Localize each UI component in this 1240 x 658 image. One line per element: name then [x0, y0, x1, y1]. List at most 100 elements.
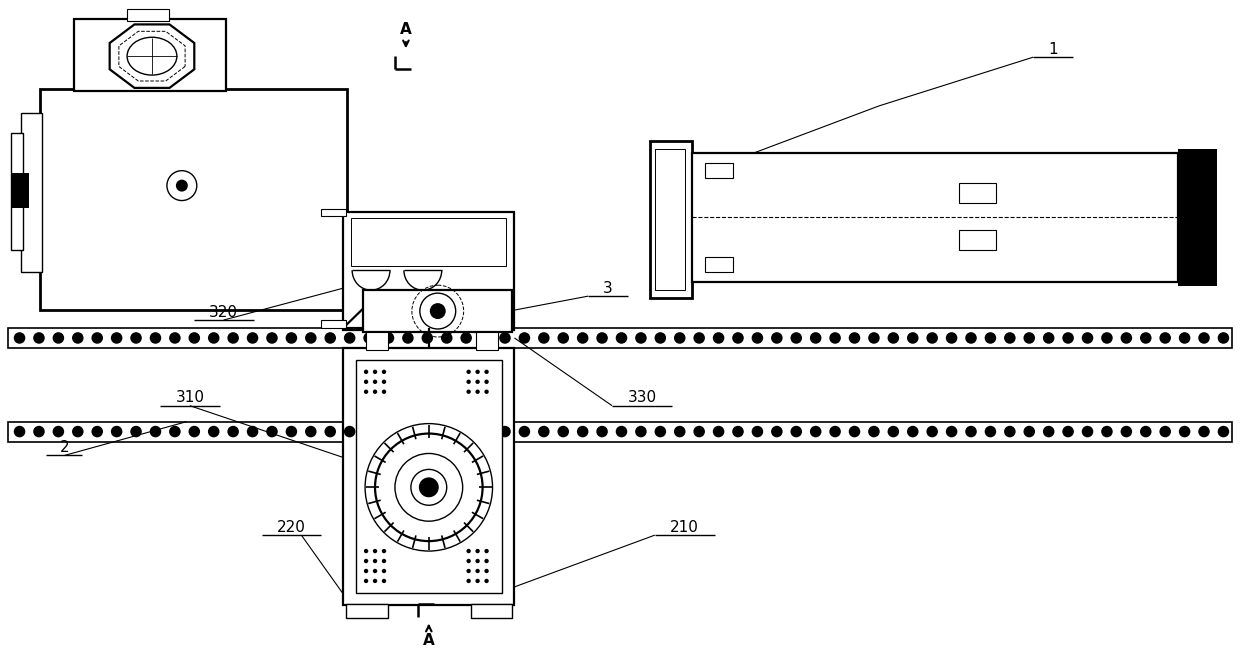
Circle shape [906, 426, 919, 438]
Circle shape [771, 332, 782, 343]
Text: 2: 2 [60, 440, 69, 455]
Ellipse shape [126, 38, 177, 75]
Circle shape [1081, 332, 1094, 343]
Circle shape [475, 380, 480, 384]
Circle shape [247, 332, 258, 343]
Circle shape [363, 426, 374, 438]
Circle shape [72, 332, 83, 343]
Circle shape [52, 332, 64, 343]
Circle shape [176, 180, 187, 191]
Circle shape [52, 426, 64, 438]
Text: 3: 3 [603, 281, 613, 295]
Circle shape [1159, 426, 1171, 438]
Circle shape [363, 579, 368, 583]
Circle shape [848, 426, 861, 438]
Circle shape [33, 426, 45, 438]
Circle shape [558, 332, 569, 343]
Circle shape [1101, 332, 1112, 343]
Circle shape [751, 332, 763, 343]
Circle shape [410, 469, 446, 505]
Circle shape [616, 426, 627, 438]
Circle shape [92, 426, 103, 438]
Circle shape [538, 426, 549, 438]
Circle shape [420, 293, 455, 329]
Bar [7, 328, 1233, 348]
Circle shape [485, 380, 489, 384]
Circle shape [110, 332, 123, 343]
Circle shape [382, 549, 386, 553]
Circle shape [374, 434, 482, 541]
Circle shape [1140, 426, 1152, 438]
Circle shape [1121, 332, 1132, 343]
Bar [7, 422, 1233, 442]
Circle shape [485, 569, 489, 573]
Circle shape [475, 579, 480, 583]
Circle shape [466, 569, 471, 573]
Circle shape [441, 426, 453, 438]
Circle shape [475, 559, 480, 563]
Bar [74, 19, 226, 91]
Circle shape [475, 549, 480, 553]
Circle shape [383, 426, 394, 438]
Circle shape [422, 426, 433, 438]
Circle shape [733, 332, 744, 343]
Circle shape [1023, 426, 1035, 438]
Polygon shape [109, 24, 195, 88]
Circle shape [485, 559, 489, 563]
Circle shape [475, 390, 480, 394]
Circle shape [790, 332, 802, 343]
Circle shape [363, 559, 368, 563]
Circle shape [305, 426, 316, 438]
Circle shape [365, 424, 492, 551]
Circle shape [466, 549, 471, 553]
Circle shape [596, 426, 608, 438]
Circle shape [1121, 426, 1132, 438]
Circle shape [167, 170, 197, 201]
Bar [351, 218, 506, 266]
Circle shape [830, 332, 841, 343]
Bar [356, 360, 501, 593]
Text: 330: 330 [627, 390, 656, 405]
Circle shape [500, 426, 511, 438]
Text: A: A [401, 22, 412, 37]
Circle shape [441, 332, 453, 343]
Circle shape [635, 332, 647, 343]
Circle shape [1218, 332, 1229, 343]
Circle shape [868, 426, 879, 438]
Circle shape [363, 380, 368, 384]
Bar [11, 172, 29, 207]
Circle shape [485, 390, 489, 394]
Circle shape [1081, 426, 1094, 438]
Circle shape [1023, 332, 1035, 343]
Circle shape [1004, 426, 1016, 438]
Circle shape [150, 426, 161, 438]
Circle shape [373, 370, 377, 374]
Circle shape [382, 559, 386, 563]
Circle shape [382, 569, 386, 573]
Circle shape [373, 579, 377, 583]
Circle shape [965, 332, 977, 343]
Circle shape [480, 426, 491, 438]
Circle shape [475, 569, 480, 573]
Bar [692, 153, 1178, 282]
Circle shape [868, 332, 879, 343]
Circle shape [1063, 332, 1074, 343]
Circle shape [1179, 426, 1190, 438]
Circle shape [373, 390, 377, 394]
Circle shape [1004, 332, 1016, 343]
Circle shape [373, 549, 377, 553]
Circle shape [965, 426, 977, 438]
Circle shape [655, 426, 666, 438]
Circle shape [466, 579, 471, 583]
Bar [650, 141, 692, 298]
Circle shape [810, 426, 821, 438]
Circle shape [675, 426, 686, 438]
Circle shape [985, 426, 996, 438]
Circle shape [1218, 426, 1229, 438]
Polygon shape [119, 32, 185, 81]
Circle shape [373, 380, 377, 384]
Bar [471, 604, 512, 618]
Circle shape [693, 332, 704, 343]
Circle shape [985, 332, 996, 343]
Circle shape [596, 332, 608, 343]
